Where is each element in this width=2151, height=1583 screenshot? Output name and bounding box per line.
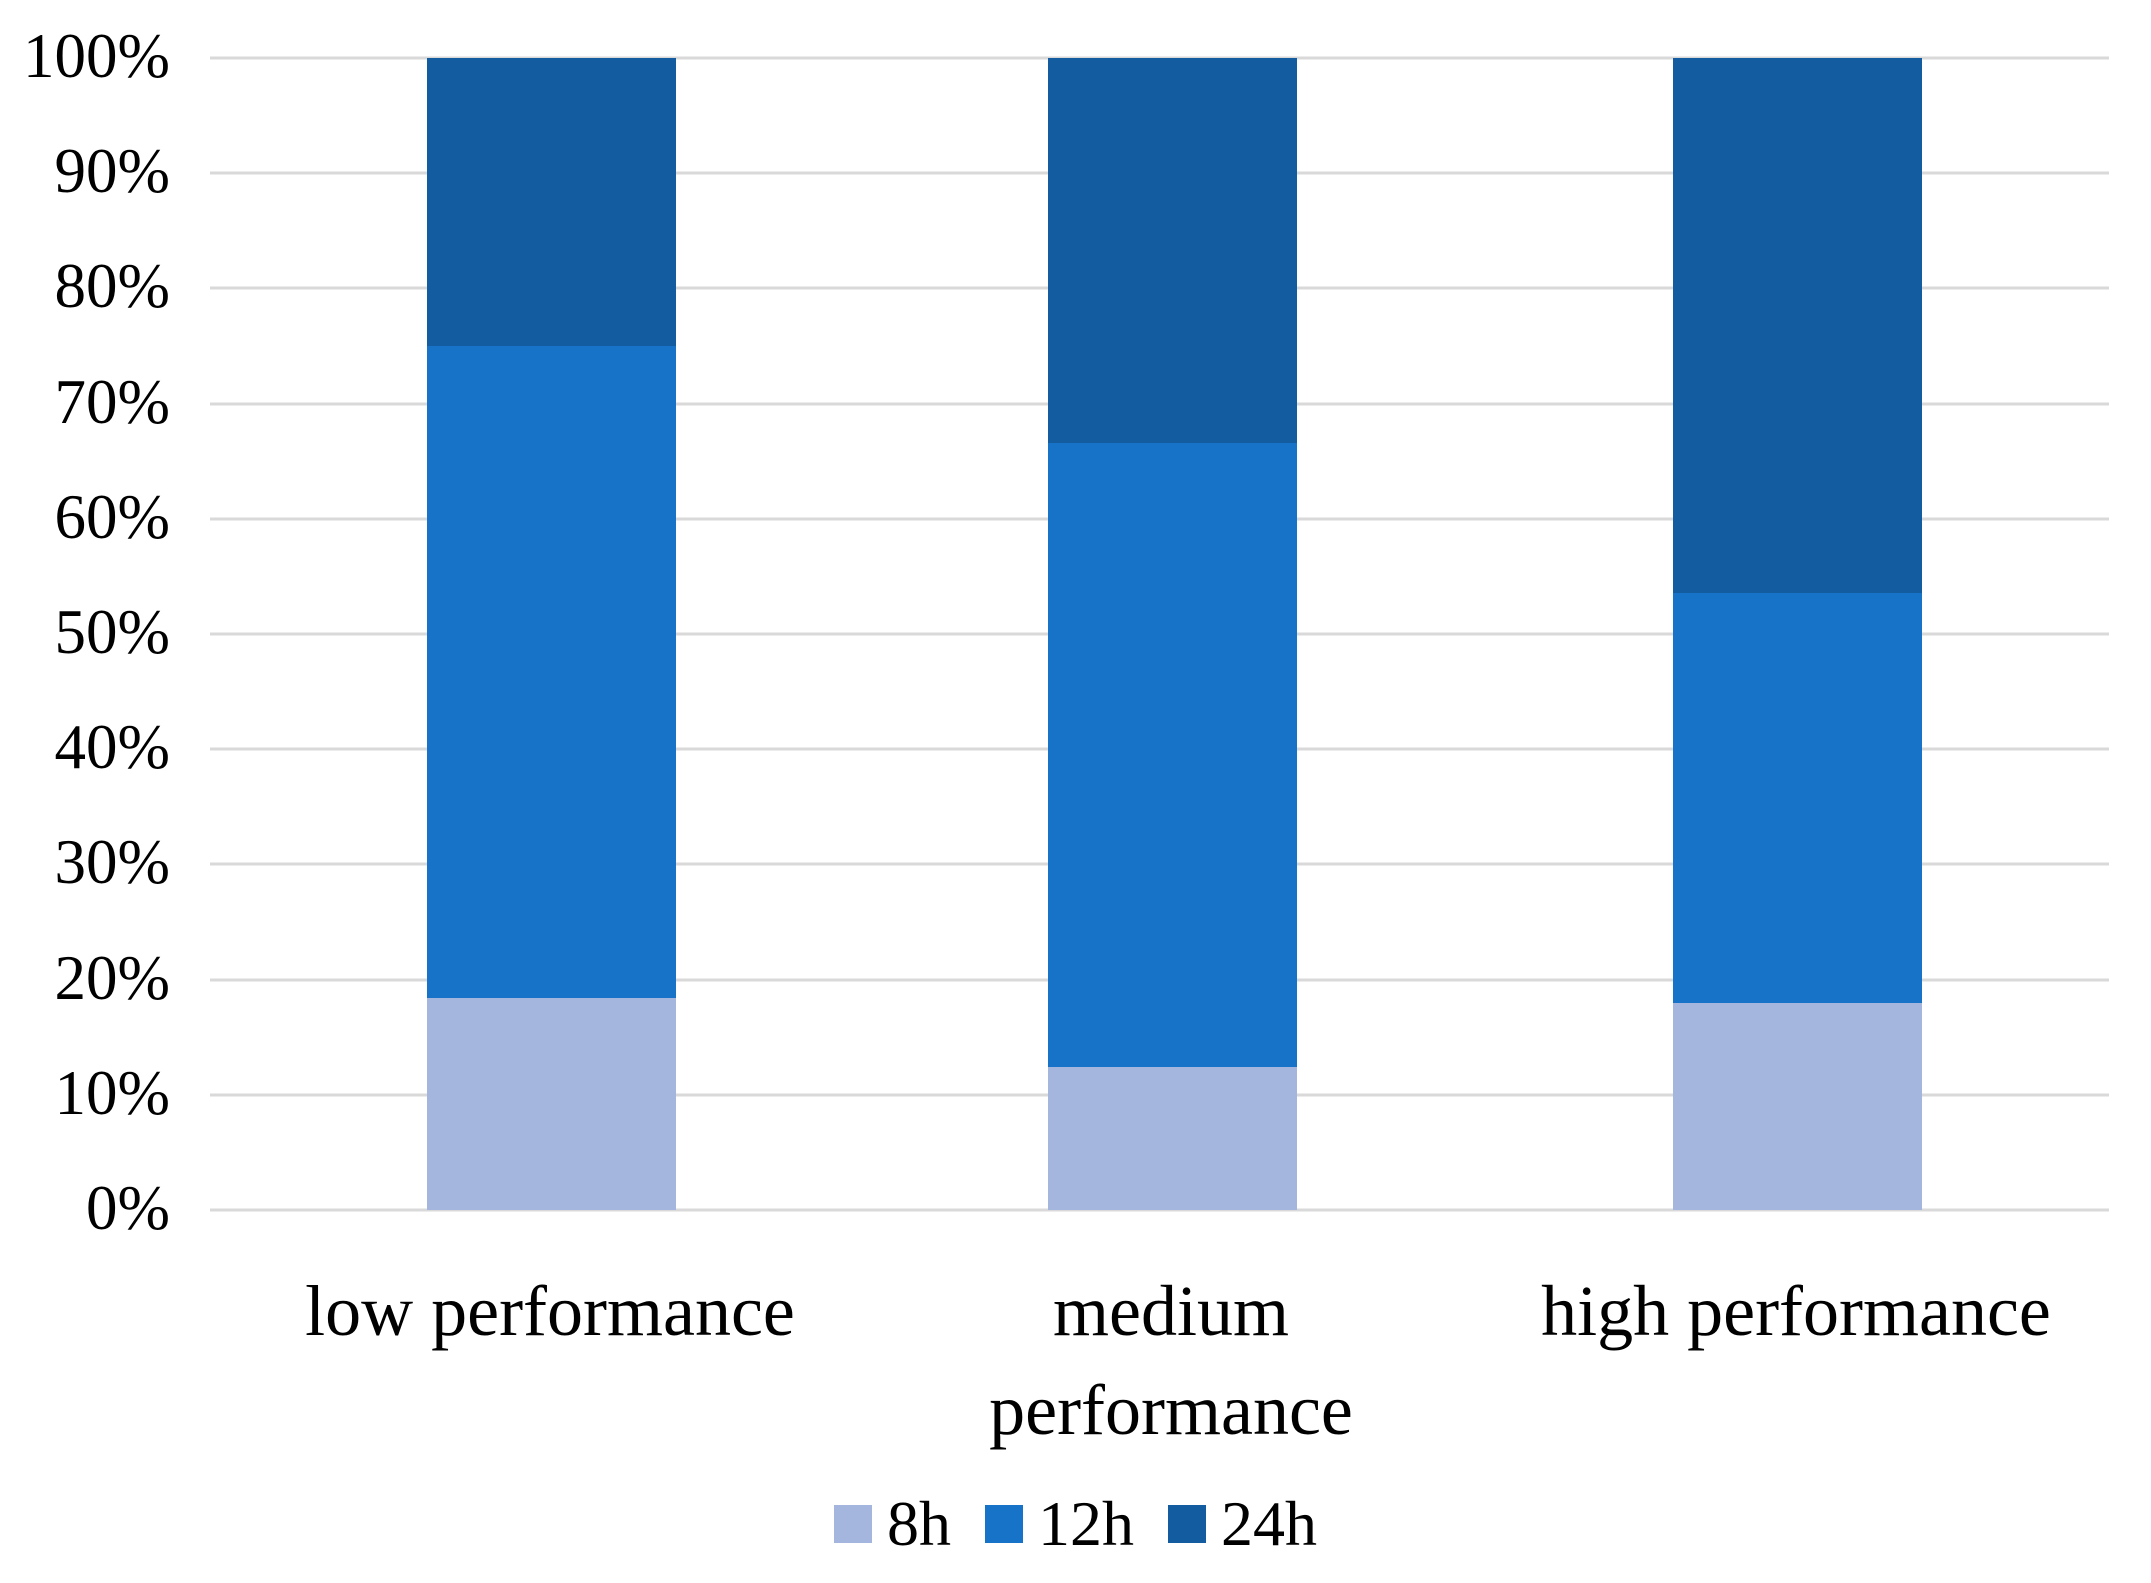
y-tick-label: 40% — [54, 712, 170, 783]
plot-area — [210, 56, 2109, 1212]
legend-swatch-12h-icon — [985, 1505, 1023, 1543]
y-tick-label: 50% — [54, 597, 170, 668]
bar-segment-8h — [427, 998, 676, 1210]
y-tick-label: 10% — [54, 1058, 170, 1129]
y-tick-label: 60% — [54, 482, 170, 553]
legend-label-8h: 8h — [887, 1488, 951, 1559]
bar-low-performance — [427, 58, 676, 1210]
bar-segment-8h — [1673, 1002, 1922, 1210]
bar-segment-24h — [1048, 58, 1297, 443]
gridline — [210, 56, 2109, 60]
y-tick-label: 30% — [54, 827, 170, 898]
category-label-low-performance: low performance — [305, 1271, 795, 1351]
legend: 8h 12h 24h — [0, 1492, 2151, 1556]
bar-segment-8h — [1048, 1067, 1297, 1210]
gridline — [210, 1208, 2109, 1212]
y-tick-label: 20% — [54, 942, 170, 1013]
legend-swatch-24h-icon — [1168, 1505, 1206, 1543]
legend-item-8h: 8h — [834, 1492, 951, 1556]
legend-item-12h: 12h — [985, 1492, 1134, 1556]
y-tick-label: 0% — [86, 1173, 170, 1244]
y-tick-label: 90% — [54, 136, 170, 207]
legend-swatch-8h-icon — [834, 1505, 872, 1543]
bar-segment-12h — [427, 346, 676, 999]
bar-segment-24h — [427, 58, 676, 347]
bar-high-performance — [1673, 58, 1922, 1210]
legend-item-24h: 24h — [1168, 1492, 1317, 1556]
legend-label-24h: 24h — [1221, 1488, 1317, 1559]
y-tick-label: 80% — [54, 251, 170, 322]
bar-segment-24h — [1673, 58, 1922, 593]
y-axis: 100% 90% 80% 70% 60% 50% 40% 30% 20% 10%… — [0, 25, 170, 1240]
bar-segment-12h — [1673, 592, 1922, 1003]
legend-label-12h: 12h — [1038, 1488, 1134, 1559]
category-label-medium-performance: medium performance — [989, 1271, 1353, 1450]
bar-medium-performance — [1048, 58, 1297, 1210]
bar-segment-12h — [1048, 442, 1297, 1068]
category-label-high-performance: high performance — [1541, 1271, 2051, 1351]
y-tick-label: 70% — [54, 366, 170, 437]
y-tick-label: 100% — [23, 21, 170, 92]
